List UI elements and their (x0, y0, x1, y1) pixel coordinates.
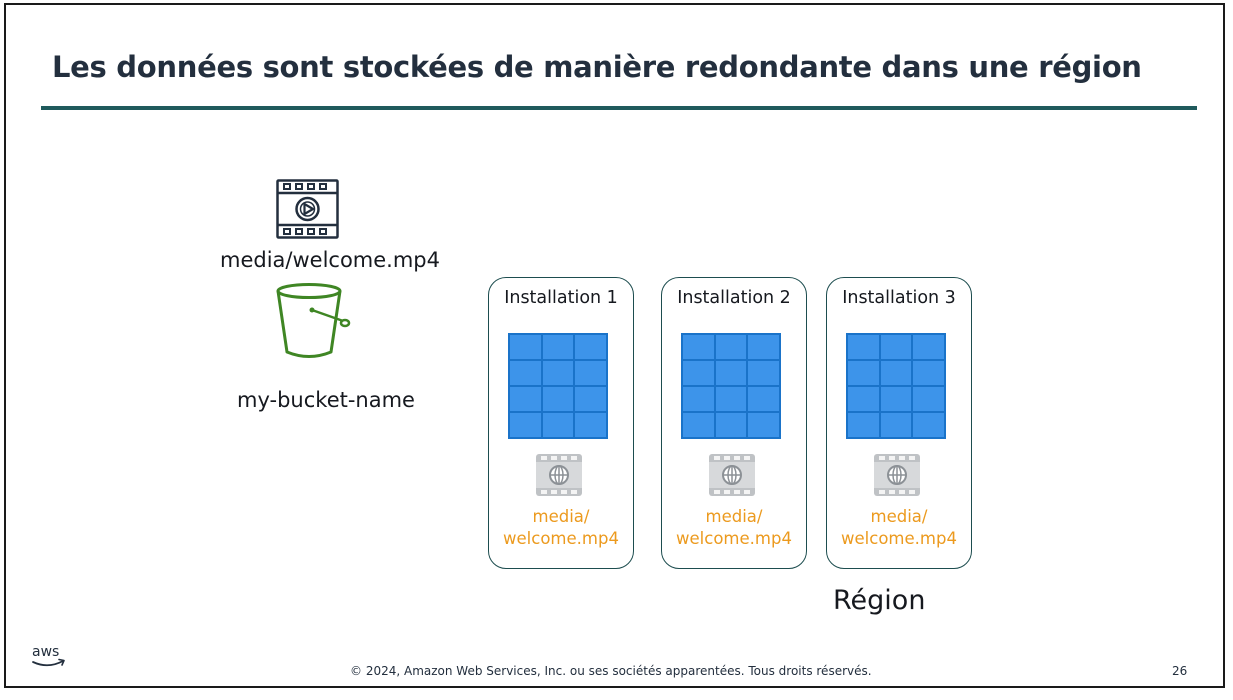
video-replica-icon (708, 453, 756, 497)
facility-1: Installation 1 media/ welcome.mp4 (488, 277, 634, 569)
video-replica-icon (873, 453, 921, 497)
bucket-name-label: my-bucket-name (196, 388, 456, 412)
title-divider (41, 106, 1197, 110)
slide-title: Les données sont stockées de manière red… (52, 50, 1142, 84)
replica-label: media/ welcome.mp4 (662, 506, 806, 550)
page-number: 26 (1172, 664, 1187, 678)
replica-label-line2: welcome.mp4 (841, 529, 957, 548)
video-file-icon (276, 179, 339, 239)
storage-grid-icon (508, 333, 608, 439)
facility-3: Installation 3 media/ welcome.mp4 (826, 277, 972, 569)
replica-label-line1: media/ (706, 507, 763, 526)
s3-bucket-icon (274, 281, 352, 359)
facility-name: Installation 3 (827, 288, 971, 308)
replica-label-line1: media/ (533, 507, 590, 526)
copyright-notice: © 2024, Amazon Web Services, Inc. ou ses… (350, 664, 872, 678)
object-key-label: media/welcome.mp4 (200, 248, 460, 272)
storage-grid-icon (846, 333, 946, 439)
facility-name: Installation 2 (662, 288, 806, 308)
svg-text:aws: aws (32, 644, 59, 660)
region-label: Région (833, 585, 925, 616)
facility-name: Installation 1 (489, 288, 633, 308)
aws-logo-icon: aws (30, 641, 70, 671)
replica-label-line2: welcome.mp4 (503, 529, 619, 548)
replica-label-line2: welcome.mp4 (676, 529, 792, 548)
replica-label: media/ welcome.mp4 (827, 506, 971, 550)
storage-grid-icon (681, 333, 781, 439)
facility-2: Installation 2 media/ welcome.mp4 (661, 277, 807, 569)
replica-label: media/ welcome.mp4 (489, 506, 633, 550)
video-replica-icon (535, 453, 583, 497)
replica-label-line1: media/ (871, 507, 928, 526)
